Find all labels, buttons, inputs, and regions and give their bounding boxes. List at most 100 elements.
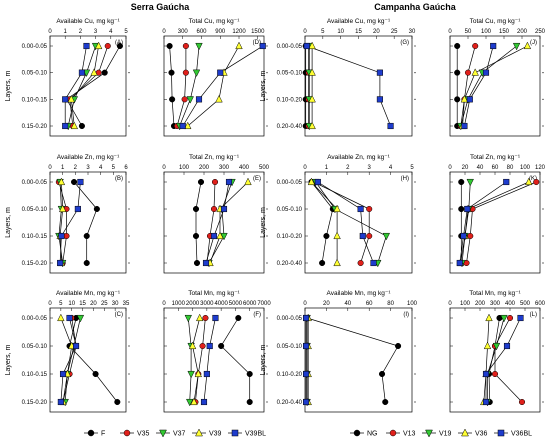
stat-dot xyxy=(542,373,544,375)
x-tick-label: 60 xyxy=(366,301,373,307)
series-line-V19 xyxy=(487,317,505,402)
stat-dot xyxy=(266,235,268,237)
series-line-V39 xyxy=(187,45,240,127)
data-point-V39 xyxy=(190,397,198,406)
stat-dot xyxy=(542,345,544,347)
x-tick-label: 0 xyxy=(448,165,452,171)
legend-label-V13: V13 xyxy=(403,431,416,438)
y-tick-label: 0.10-0.15 xyxy=(22,234,48,240)
data-point-V39 xyxy=(188,341,197,350)
stat-dot xyxy=(266,45,268,47)
x-tick-label: 4 xyxy=(109,29,113,35)
legend-campanha: NG V13 V19 V36 V36BL xyxy=(350,428,532,438)
x-tick-label: 300 xyxy=(178,29,189,35)
stat-dot xyxy=(414,345,416,347)
x-tick-label: 100 xyxy=(481,29,492,35)
x-tick-label: 5000 xyxy=(229,301,243,307)
data-point-V37 xyxy=(192,69,201,78)
data-point-V36BL xyxy=(460,232,467,240)
legend-marker-F xyxy=(87,429,95,437)
data-point-V39BL xyxy=(59,370,67,378)
legend-label-NG: NG xyxy=(367,431,378,438)
stat-dot xyxy=(266,208,268,210)
data-point-V19 xyxy=(512,42,521,51)
data-point-F xyxy=(114,398,121,406)
data-point-V39 xyxy=(244,177,252,186)
data-point-F xyxy=(83,259,90,267)
stat-dot xyxy=(542,45,544,47)
panel-H: Available Zn, mg kg⁻¹ (H) 0 1 2 3 4 5 0.00-0.05 0… xyxy=(277,154,416,274)
x-tick-label: 10 xyxy=(68,301,75,307)
data-point-V39 xyxy=(215,94,223,103)
data-point-V19 xyxy=(466,178,474,187)
y-tick-label: 0.20-0.40 xyxy=(277,261,303,267)
stat-dot xyxy=(414,72,416,74)
data-point-NG xyxy=(382,398,389,406)
data-point-V36BL xyxy=(482,69,490,76)
x-tick-label: 5 xyxy=(124,29,128,35)
x-tick-label: 0 xyxy=(162,165,166,171)
panel-letter-A: (A) xyxy=(115,40,123,46)
series-line-NG xyxy=(488,317,500,403)
x-tick-label: 1000 xyxy=(172,301,186,307)
x-tick-label: 3 xyxy=(94,29,98,35)
x-tick-label: 600 xyxy=(535,301,546,307)
panel-title-H: Available Zn, mg kg⁻¹ xyxy=(327,154,390,161)
x-tick-label: 300 xyxy=(219,165,230,171)
stat-dot xyxy=(414,208,416,210)
data-point-V19 xyxy=(382,232,391,241)
y-tick-label: 0.10-0.20 xyxy=(277,234,303,240)
legend-label-V37: V37 xyxy=(173,431,186,438)
data-point-F xyxy=(218,342,225,350)
x-tick-label: 2 xyxy=(74,165,78,171)
stat-dot xyxy=(266,262,268,264)
stat-dot xyxy=(128,98,130,100)
panel-F: Total Mn, mg kg⁻¹ (F) 0 1000 2000 3000 4000 500… xyxy=(162,290,271,413)
data-point-F xyxy=(193,259,201,267)
data-point-V35 xyxy=(202,314,209,322)
data-point-V36BL xyxy=(517,314,524,322)
data-point-F xyxy=(92,370,99,378)
series-line-V35 xyxy=(195,317,206,403)
data-point-V37 xyxy=(76,314,85,323)
legend-marker-V37 xyxy=(159,429,167,438)
stat-dot xyxy=(414,401,416,403)
data-point-V36 xyxy=(333,204,341,213)
data-point-V39BL xyxy=(73,342,80,350)
data-point-F xyxy=(246,370,253,378)
stat-dot xyxy=(266,317,268,319)
series-line-V39 xyxy=(192,317,201,403)
x-tick-label: 1500 xyxy=(251,29,265,35)
stat-dot xyxy=(542,72,544,74)
data-point-V36BL xyxy=(387,122,394,130)
data-point-V13 xyxy=(366,205,373,213)
data-point-V39BL xyxy=(212,314,219,322)
series-line-V37 xyxy=(64,317,81,403)
stat-dot xyxy=(414,235,416,237)
legend-marker-NG xyxy=(353,429,361,437)
data-point-V39 xyxy=(194,369,202,378)
stat-dot xyxy=(128,345,130,347)
panel-letter-E: (E) xyxy=(253,176,261,182)
panel-K: Total Zn, mg kg⁻¹ (K) 0 20 40 60 80 100 120 xyxy=(448,154,546,274)
data-point-V36BL xyxy=(303,42,310,50)
data-point-V39BL xyxy=(206,342,213,350)
x-tick-label: 400 xyxy=(505,301,516,307)
series-line-V39BL xyxy=(60,317,77,403)
x-tick-label: 40 xyxy=(477,165,484,171)
stat-dot xyxy=(266,401,268,403)
x-tick-label: 0 xyxy=(303,29,307,35)
legend-label-V36: V36 xyxy=(475,431,488,438)
panel-letter-D: (D) xyxy=(253,40,261,46)
stat-dot xyxy=(128,317,130,319)
stat-dot xyxy=(128,373,130,375)
stat-dot xyxy=(542,235,544,237)
data-point-V39 xyxy=(216,231,224,240)
y-axis-title: Layers, m xyxy=(260,70,267,101)
panel-title-F: Total Mn, mg kg⁻¹ xyxy=(188,290,240,297)
x-tick-label: 0 xyxy=(303,301,307,307)
data-point-NG xyxy=(454,96,461,103)
legend-marker-V13 xyxy=(389,429,397,437)
y-tick-label: 0.15-0.20 xyxy=(22,261,48,267)
panel-title-I: Available Mn, mg kg⁻¹ xyxy=(326,290,391,297)
